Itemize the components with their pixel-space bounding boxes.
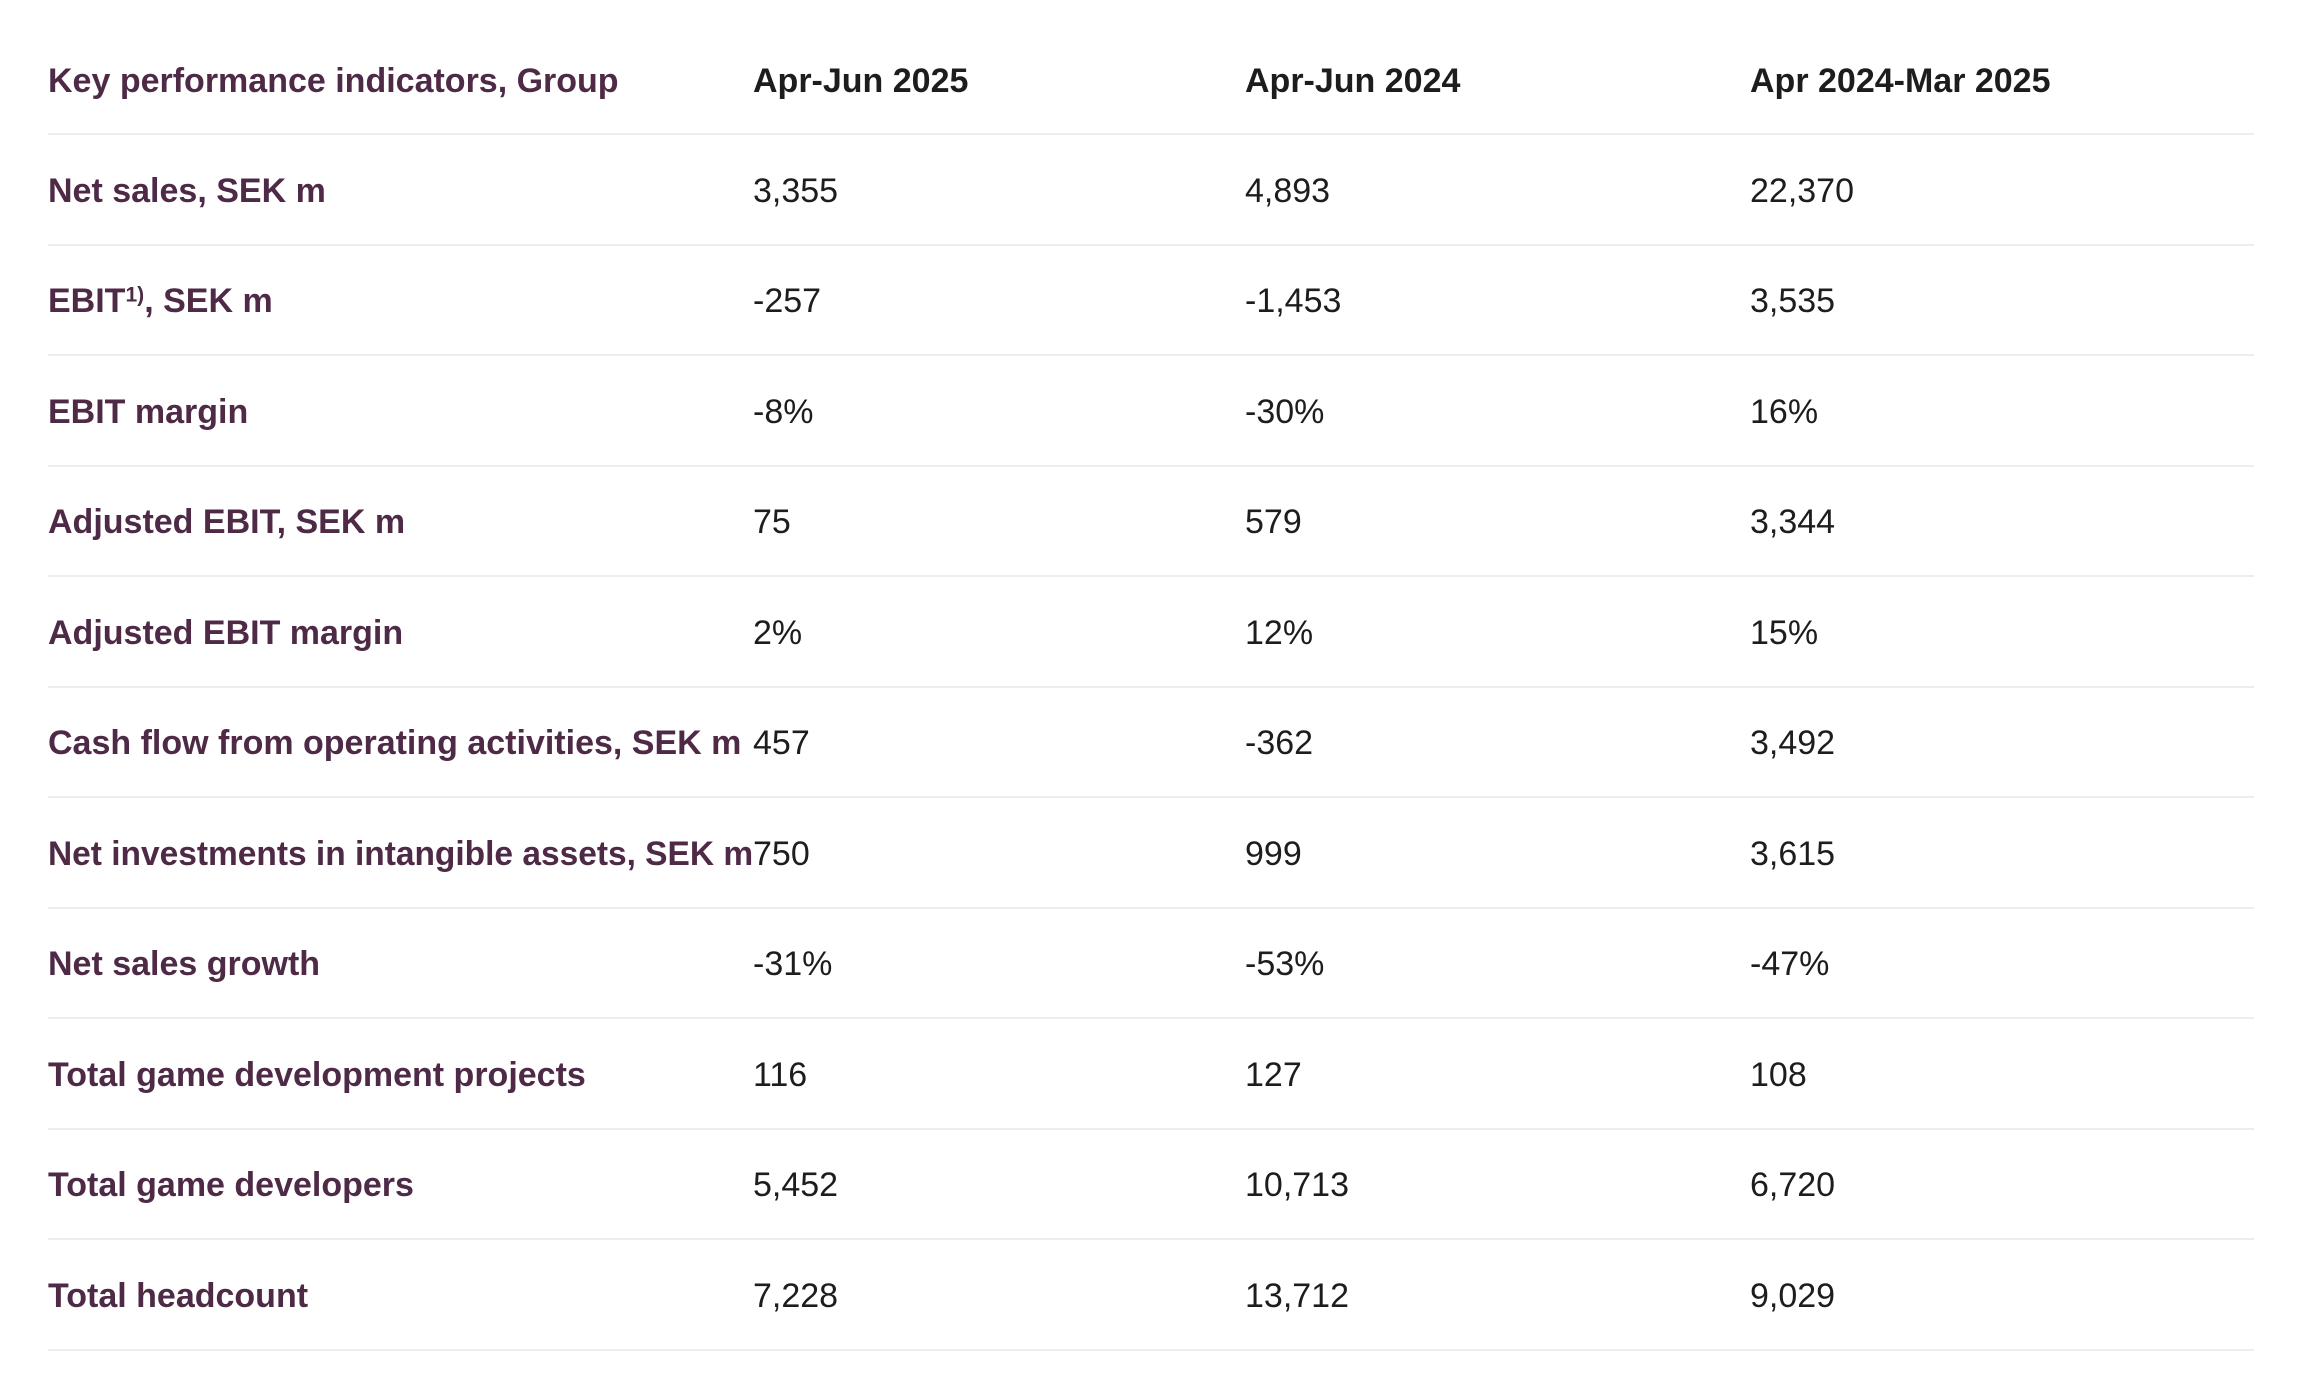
- cell-value: 108: [1750, 1055, 1807, 1094]
- cell-value: 3,492: [1750, 724, 1836, 763]
- cell-value: 75: [753, 503, 791, 542]
- footnote-marker: 1): [125, 283, 145, 307]
- table-row-total-headcount: Total headcount 7,228 13,712 9,029: [48, 1240, 2254, 1351]
- cell-value: 6,720: [1750, 1166, 1836, 1205]
- cell-value: -53%: [1245, 945, 1325, 984]
- cell-value: 3,615: [1750, 834, 1836, 873]
- cell-value: 3,535: [1750, 282, 1836, 321]
- table-header-label: Key performance indicators, Group: [48, 62, 619, 100]
- cell-value: 15%: [1750, 613, 1819, 652]
- cell-value: 13,712: [1245, 1276, 1349, 1315]
- cell-value: -1,453: [1245, 282, 1342, 321]
- cell-value: 3,344: [1750, 503, 1836, 542]
- row-label: Net sales, SEK m: [48, 171, 326, 210]
- cell-value: 12%: [1245, 613, 1314, 652]
- cell-value: 10,713: [1245, 1166, 1349, 1205]
- cell-value: 750: [753, 834, 810, 873]
- cell-value: 457: [753, 724, 810, 763]
- table-row-adjusted-ebit: Adjusted EBIT, SEK m 75 579 3,344: [48, 467, 2254, 577]
- table-row-game-developers: Total game developers 5,452 10,713 6,720: [48, 1130, 2254, 1240]
- row-label: Adjusted EBIT, SEK m: [48, 503, 406, 542]
- cell-value: 22,370: [1750, 171, 1854, 210]
- row-label: Net investments in intangible assets, SE…: [48, 834, 754, 873]
- row-label: Total game development projects: [48, 1055, 586, 1094]
- cell-value: 127: [1245, 1055, 1302, 1094]
- kpi-table: Key performance indicators, Group Apr-Ju…: [48, 0, 2254, 1351]
- cell-value: 9,029: [1750, 1276, 1836, 1315]
- cell-value: -362: [1245, 724, 1314, 763]
- row-label: Total headcount: [48, 1276, 309, 1315]
- cell-value: 5,452: [753, 1166, 839, 1205]
- row-label: Adjusted EBIT margin: [48, 613, 404, 652]
- table-header-row: Key performance indicators, Group Apr-Ju…: [48, 0, 2254, 135]
- column-header-apr-2024-mar-2025: Apr 2024-Mar 2025: [1750, 62, 2051, 100]
- table-row-ebit-margin: EBIT margin -8% -30% 16%: [48, 356, 2254, 467]
- cell-value: 16%: [1750, 392, 1819, 431]
- cell-value: -47%: [1750, 945, 1830, 984]
- row-label: EBIT margin: [48, 392, 249, 431]
- cell-value: 3,355: [753, 171, 839, 210]
- cell-value: 4,893: [1245, 171, 1331, 210]
- column-header-apr-jun-2024: Apr-Jun 2024: [1245, 62, 1461, 100]
- row-label: EBIT1), SEK m: [48, 282, 273, 321]
- cell-value: -31%: [753, 945, 833, 984]
- table-row-game-dev-projects: Total game development projects 116 127 …: [48, 1019, 2254, 1130]
- cell-value: 579: [1245, 503, 1302, 542]
- cell-value: -30%: [1245, 392, 1325, 431]
- row-label: Total game developers: [48, 1166, 414, 1205]
- row-label: Cash flow from operating activities, SEK…: [48, 724, 742, 763]
- row-label: Net sales growth: [48, 945, 321, 984]
- table-row-net-sales: Net sales, SEK m 3,355 4,893 22,370: [48, 135, 2254, 246]
- cell-value: -257: [753, 282, 822, 321]
- column-header-apr-jun-2025: Apr-Jun 2025: [753, 62, 969, 100]
- cell-value: 2%: [753, 613, 803, 652]
- cell-value: 999: [1245, 834, 1302, 873]
- table-row-ebit: EBIT1), SEK m -257 -1,453 3,535: [48, 246, 2254, 356]
- table-row-cash-flow: Cash flow from operating activities, SEK…: [48, 688, 2254, 798]
- cell-value: -8%: [753, 392, 814, 431]
- table-row-net-investments: Net investments in intangible assets, SE…: [48, 798, 2254, 909]
- cell-value: 7,228: [753, 1276, 839, 1315]
- table-row-net-sales-growth: Net sales growth -31% -53% -47%: [48, 909, 2254, 1019]
- table-row-adjusted-ebit-margin: Adjusted EBIT margin 2% 12% 15%: [48, 577, 2254, 688]
- cell-value: 116: [753, 1055, 808, 1094]
